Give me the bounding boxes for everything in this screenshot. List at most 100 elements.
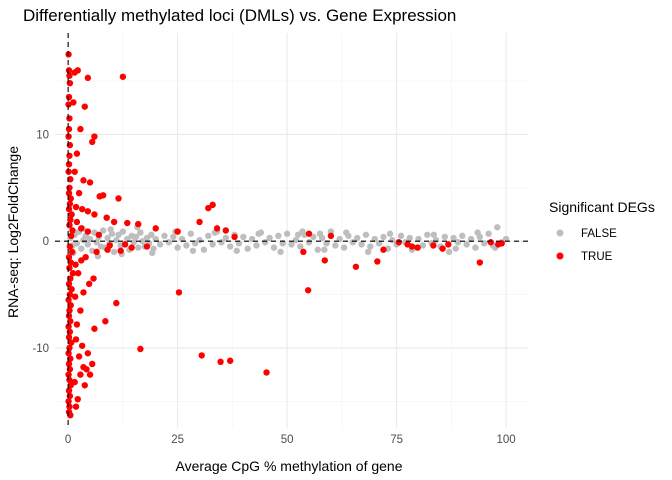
point-true-151 <box>445 241 452 248</box>
legend-label-true: TRUE <box>581 251 613 263</box>
point-false-130 <box>233 247 240 254</box>
point-true-113 <box>152 225 159 232</box>
point-true-106 <box>78 205 86 213</box>
x-tick-label-0: 0 <box>65 434 71 446</box>
point-false-86 <box>358 241 365 248</box>
point-true-120 <box>231 233 238 241</box>
legend-key-false <box>556 229 564 237</box>
point-false-22 <box>115 231 122 238</box>
point-false-85 <box>353 234 361 242</box>
point-true-119 <box>222 227 230 234</box>
point-true-101 <box>75 189 83 197</box>
data-points <box>65 51 510 419</box>
point-true-53 <box>65 398 72 405</box>
point-true-66 <box>72 336 80 343</box>
point-true-82 <box>82 253 89 261</box>
point-false-59 <box>240 233 247 241</box>
point-true-39 <box>65 323 72 330</box>
point-false-30 <box>132 233 140 241</box>
point-false-72 <box>297 243 304 250</box>
point-false-42 <box>165 239 173 246</box>
point-true-150 <box>395 239 403 246</box>
point-true-6 <box>66 115 73 122</box>
point-true-94 <box>77 125 84 133</box>
gridlines <box>55 33 528 428</box>
point-true-86 <box>128 244 135 251</box>
point-true-21 <box>66 221 73 229</box>
point-true-69 <box>78 342 86 349</box>
point-true-118 <box>213 225 221 232</box>
x-tick-label-4: 100 <box>497 434 516 446</box>
point-true-141 <box>408 243 416 250</box>
point-true-1 <box>65 67 73 74</box>
point-true-117 <box>196 218 203 226</box>
point-false-139 <box>430 231 438 238</box>
point-true-15 <box>65 189 73 197</box>
point-false-108 <box>454 239 462 246</box>
point-false-44 <box>174 244 181 251</box>
point-false-110 <box>463 241 470 248</box>
point-true-137 <box>321 257 328 264</box>
point-true-72 <box>113 299 120 307</box>
point-true-134 <box>263 369 270 376</box>
point-true-20 <box>67 216 74 224</box>
point-true-125 <box>84 228 92 235</box>
point-true-130 <box>175 289 183 296</box>
point-false-55 <box>222 234 230 242</box>
point-true-31 <box>65 280 73 288</box>
point-false-74 <box>305 239 313 246</box>
point-false-46 <box>183 242 190 249</box>
point-true-149 <box>380 246 387 253</box>
y-tick-label-2: 10 <box>36 129 49 141</box>
point-false-88 <box>367 243 374 250</box>
point-true-87 <box>143 243 151 250</box>
point-false-69 <box>283 230 291 237</box>
point-true-74 <box>77 307 84 314</box>
point-true-64 <box>81 382 88 389</box>
point-true-91 <box>119 73 127 80</box>
point-false-21 <box>113 236 120 244</box>
point-true-23 <box>68 232 75 240</box>
point-false-91 <box>380 233 387 241</box>
point-false-47 <box>187 230 194 237</box>
point-true-85 <box>117 247 124 254</box>
point-false-133 <box>299 228 306 235</box>
point-false-123 <box>107 226 114 233</box>
point-false-80 <box>332 242 339 249</box>
point-true-73 <box>73 321 81 328</box>
point-true-108 <box>91 211 98 218</box>
point-true-143 <box>430 242 437 249</box>
point-false-100 <box>419 242 427 249</box>
point-true-112 <box>135 220 142 228</box>
point-true-123 <box>73 218 81 226</box>
point-true-37 <box>65 312 73 320</box>
point-true-75 <box>71 293 79 300</box>
point-true-97 <box>73 150 81 157</box>
point-true-19 <box>68 211 75 218</box>
point-false-41 <box>161 232 168 240</box>
point-true-111 <box>124 219 131 227</box>
point-true-63 <box>86 371 94 378</box>
point-true-65 <box>75 353 83 360</box>
point-true-57 <box>72 403 80 410</box>
point-true-78 <box>90 275 97 282</box>
point-true-71 <box>102 318 109 325</box>
point-false-40 <box>156 241 164 248</box>
point-true-104 <box>115 195 122 202</box>
point-true-18 <box>65 205 73 213</box>
point-true-28 <box>66 264 73 272</box>
point-false-29 <box>130 239 138 246</box>
point-false-15 <box>99 227 107 234</box>
point-false-134 <box>321 246 328 253</box>
point-true-145 <box>476 259 484 266</box>
point-true-81 <box>78 257 85 264</box>
point-true-89 <box>74 67 81 74</box>
point-false-141 <box>474 229 481 236</box>
point-true-105 <box>72 203 80 211</box>
point-true-51 <box>65 387 73 394</box>
point-true-48 <box>65 371 72 378</box>
point-false-32 <box>137 229 144 236</box>
point-true-4 <box>65 93 73 101</box>
point-false-51 <box>205 232 212 240</box>
